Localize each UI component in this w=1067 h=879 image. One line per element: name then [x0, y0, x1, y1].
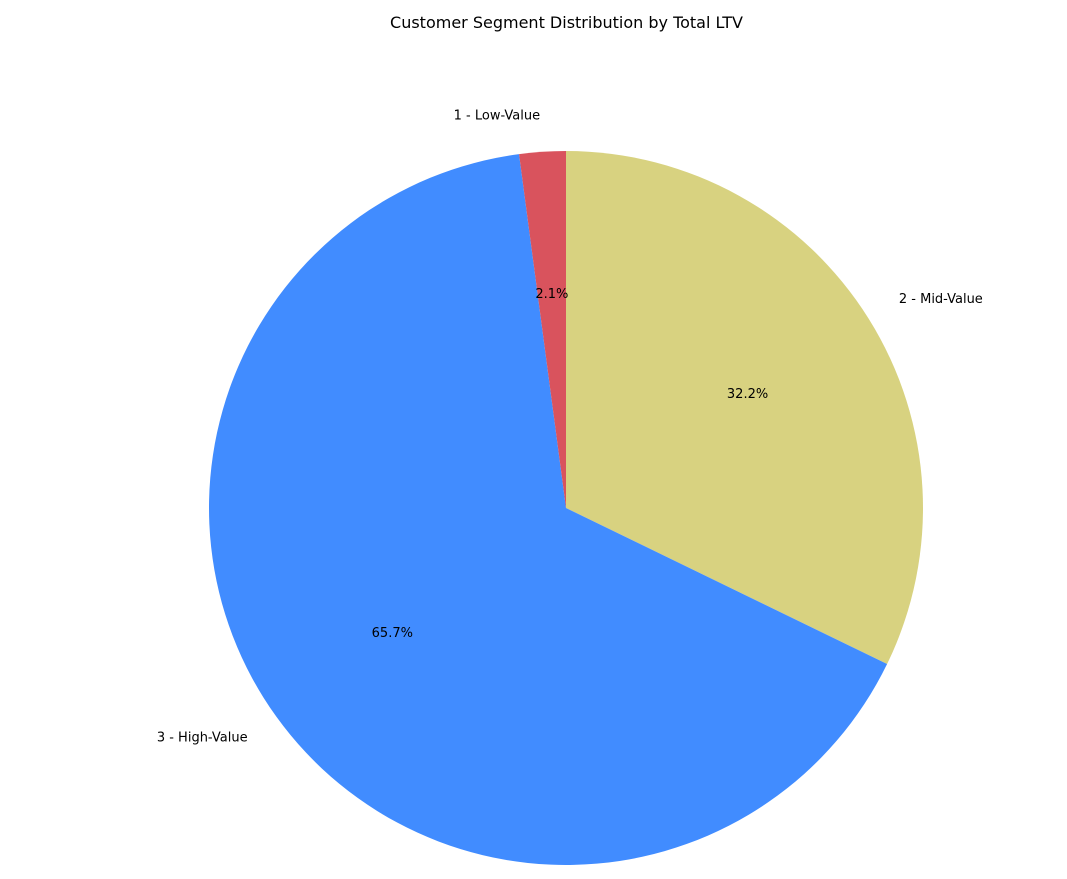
- chart-title: Customer Segment Distribution by Total L…: [390, 13, 743, 32]
- pie-slice-2-mid-value: [566, 151, 924, 665]
- slice-percent-2-mid-value: 32.2%: [727, 387, 768, 402]
- slice-percent-1-low-value: 2.1%: [535, 287, 568, 302]
- slice-label-3-high-value: 3 - High-Value: [157, 730, 248, 745]
- pie-slices: [209, 151, 924, 866]
- pie-slice-1-low-value: [519, 151, 566, 508]
- pie-slice-3-high-value: [209, 154, 888, 866]
- pie-labels: 2 - Mid-Value 32.2% 3 - High-Value 65.7% 1 -…: [157, 109, 983, 746]
- slice-label-2-mid-value: 2 - Mid-Value: [899, 292, 983, 307]
- slice-percent-3-high-value: 65.7%: [372, 626, 413, 641]
- slice-label-1-low-value: 1 - Low-Value: [454, 109, 540, 124]
